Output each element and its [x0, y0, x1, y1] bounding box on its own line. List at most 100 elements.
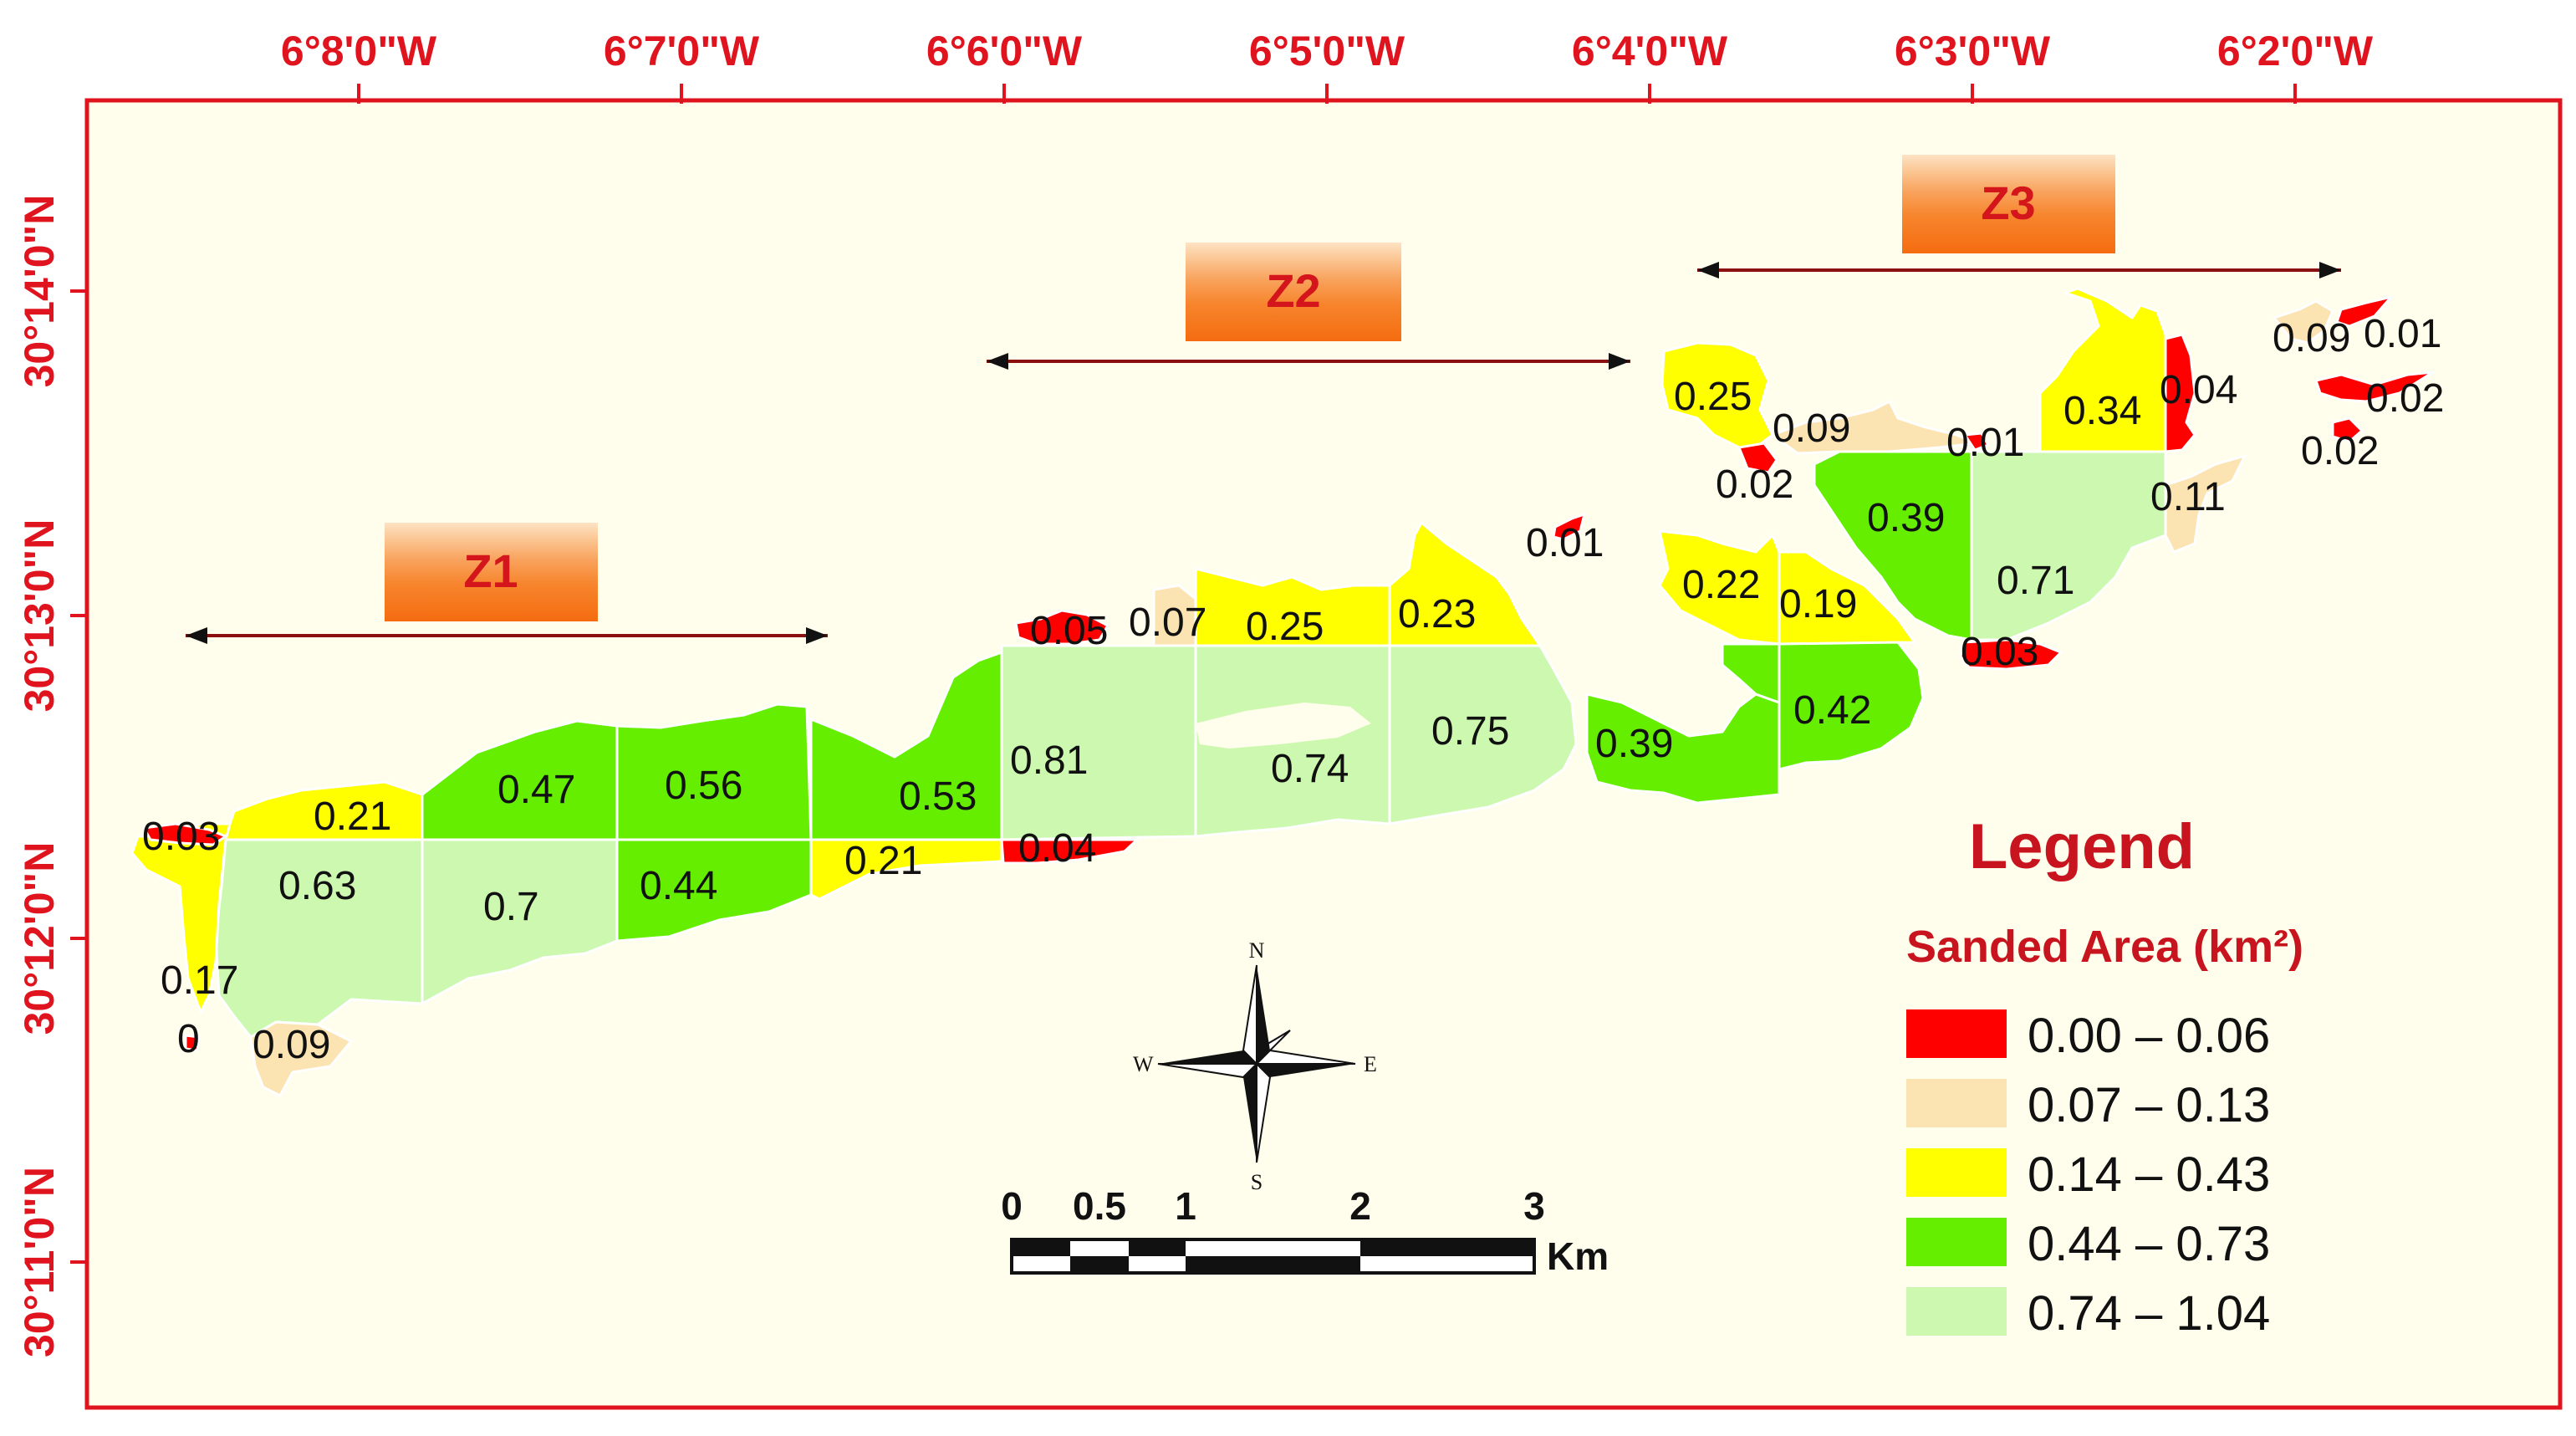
scale-tick-2: 2	[1349, 1184, 1371, 1228]
area-label: 0.53	[899, 774, 977, 819]
zone-z1-arrowhead-right	[806, 627, 828, 644]
area-label: 0.01	[2364, 312, 2441, 356]
area-label: 0	[177, 1017, 200, 1061]
area-label: 0.09	[1773, 406, 1850, 451]
area-label: 0.11	[2150, 475, 2226, 519]
polygon-0-03	[142, 822, 227, 846]
lat-label: 30°14'0"N	[16, 195, 63, 388]
area-label: 0.71	[1997, 559, 2074, 603]
area-label: 0.39	[1595, 722, 1673, 766]
area-label: 0.01	[1526, 521, 1604, 565]
zone-z1-box	[385, 523, 598, 621]
polygon-0-01-z3b	[2335, 295, 2393, 328]
zone-z2-arrowhead-left	[987, 353, 1008, 370]
polygon-0-25-z2	[1194, 567, 1391, 647]
area-label: 0.04	[2160, 368, 2237, 412]
lat-label: 30°11'0"N	[16, 1167, 63, 1357]
scale-tick-0-5: 0.5	[1073, 1184, 1126, 1228]
area-label: 0.17	[161, 958, 238, 1003]
zone-z1-label: Z1	[463, 544, 518, 597]
zone-z3-box	[1902, 155, 2115, 253]
area-label: 0.42	[1793, 688, 1871, 733]
lon-label: 6°3'0"W	[1895, 28, 2051, 74]
polygon-0-05	[1014, 609, 1109, 646]
scale-seg	[1129, 1239, 1186, 1256]
area-label: 0.74	[1271, 747, 1349, 791]
area-label: 0.21	[314, 795, 391, 839]
polygon-0-02-z3b	[2314, 370, 2435, 403]
latitude-labels: 30°14'0"N 30°13'0"N 30°12'0"N 30°11'0"N	[16, 195, 63, 1357]
polygon-0-75	[1388, 644, 1578, 825]
longitude-ticks	[357, 84, 2297, 104]
scale-seg	[1186, 1256, 1360, 1273]
area-label: 0.19	[1779, 582, 1857, 626]
legend-item-0: 0.00 – 0.06	[2028, 1009, 2270, 1063]
scale-tick-3: 3	[1523, 1184, 1545, 1228]
legend-swatch-3	[1906, 1218, 2007, 1266]
polygon-0-74-hole	[1196, 703, 1371, 749]
legend-item-2: 0.14 – 0.43	[2028, 1147, 2270, 1202]
zone-z2: Z2	[987, 243, 1630, 370]
scale-seg	[1012, 1239, 1070, 1256]
area-label: 0.44	[640, 864, 717, 908]
polygon-0-42	[1778, 641, 1925, 771]
area-label: 0.02	[2301, 429, 2379, 473]
area-label: 0.56	[665, 764, 742, 808]
compass-e-black	[1257, 1064, 1355, 1077]
polygon-0-39-z3	[1813, 450, 1973, 641]
legend-swatch-2	[1906, 1148, 2007, 1197]
legend: Legend Sanded Area (km²) 0.00 – 0.06 0.0…	[1906, 811, 2303, 1341]
polygon-0-11	[2164, 454, 2247, 554]
zone-z1-polygons	[130, 651, 1003, 1097]
lat-label: 30°13'0"N	[16, 519, 63, 713]
area-label: 0.25	[1246, 605, 1324, 649]
area-label: 0.7	[483, 885, 539, 929]
polygon-0-01-z2	[1552, 513, 1586, 541]
area-label: 0.04	[1018, 826, 1096, 871]
scale-bar: 0 0.5 1 2 3 Km	[1001, 1184, 1609, 1278]
area-label: 0.09	[2272, 316, 2350, 360]
compass-n-black	[1257, 965, 1270, 1064]
zone-z3-arrowhead-right	[2319, 262, 2341, 279]
scale-seg	[1360, 1239, 1534, 1256]
compass-rose: N S E W	[1133, 938, 1377, 1194]
compass-n-label: N	[1249, 938, 1265, 963]
area-label: 0.47	[497, 768, 575, 812]
legend-swatch-1	[1906, 1079, 2007, 1127]
area-label: 0.25	[1674, 375, 1752, 419]
compass-s-black	[1243, 1064, 1257, 1163]
area-label: 0.02	[1716, 462, 1793, 507]
area-label: 0.63	[278, 864, 356, 908]
scale-unit: Km	[1547, 1234, 1609, 1278]
area-label: 0.05	[1030, 609, 1108, 653]
zone-z2-arrowhead-right	[1609, 353, 1630, 370]
polygon-0-47	[421, 719, 619, 841]
area-label: 0.02	[2366, 376, 2444, 421]
polygon-0-02-z3c	[2331, 416, 2364, 443]
lon-label: 6°2'0"W	[2217, 28, 2374, 74]
area-label: 0.81	[1010, 738, 1088, 783]
scale-seg	[1070, 1256, 1129, 1273]
zone-z2-polygons	[1000, 513, 1781, 865]
area-label: 0.75	[1431, 709, 1509, 754]
zone-z3-arrowhead-left	[1697, 262, 1719, 279]
polygon-0-04-z3	[2164, 333, 2196, 453]
compass-s-label: S	[1251, 1170, 1262, 1194]
longitude-labels: 6°8'0"W 6°7'0"W 6°6'0"W 6°5'0"W 6°4'0"W …	[281, 28, 2374, 74]
polygon-0-17	[130, 822, 232, 1014]
zone-z3-polygons	[1658, 287, 2435, 771]
polygon-0-01-z3	[1963, 432, 1990, 452]
latitude-ticks	[70, 289, 89, 1264]
lat-label: 30°12'0"N	[16, 842, 63, 1035]
compass-w-black	[1158, 1050, 1257, 1064]
area-value-labels: 0.03 0.21 0.47 0.56 0.53 0.63 0.7 0.44 0…	[142, 312, 2444, 1067]
area-label: 0.23	[1398, 592, 1476, 636]
lon-label: 6°6'0"W	[926, 28, 1083, 74]
legend-swatch-0	[1906, 1009, 2007, 1058]
polygon-0-02-z3	[1737, 442, 1778, 474]
zone-z2-label: Z2	[1266, 264, 1320, 317]
lon-label: 6°5'0"W	[1249, 28, 1405, 74]
legend-swatch-4	[1906, 1287, 2007, 1336]
legend-item-3: 0.44 – 0.73	[2028, 1217, 2270, 1271]
